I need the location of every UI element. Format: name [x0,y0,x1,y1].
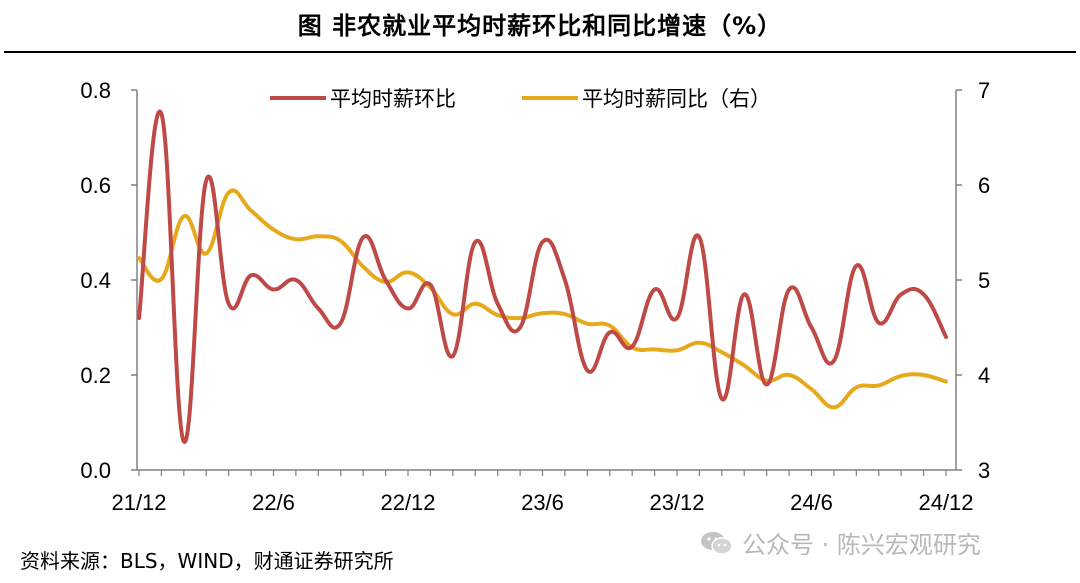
legend-label: 平均时薪环比 [330,87,456,111]
x-tick-label: 23/12 [649,490,704,515]
x-tick-label: 22/12 [380,490,435,515]
x-tick-label: 23/6 [521,490,564,515]
right-y-tick-label: 4 [978,363,990,388]
x-tick-label: 24/6 [790,490,833,515]
right-y-tick-label: 3 [978,458,990,483]
right-y-tick-label: 6 [978,173,990,198]
axes-layer: 0.0 0.2 0.4 0.6 0.8 3 4 5 6 7 21/12 22/6 22/12 23/6 23… [80,78,990,515]
source-note: 资料来源：BLS，WIND，财通证券研究所 [20,549,394,573]
title-divider [4,51,1076,53]
left-y-tick-label: 0.0 [80,458,111,483]
series-line-mom [137,109,948,444]
watermark-text: 公众号 · 陈兴宏观研究 [742,531,981,559]
x-tick-label: 22/6 [252,490,295,515]
left-y-tick-label: 0.6 [80,173,111,198]
legend: 平均时薪环比 平均时薪同比（右） [270,87,771,111]
x-tick-label: 24/12 [918,490,973,515]
chart-title: 图 非农就业平均时薪环比和同比增速（%） [297,12,783,40]
series-line-yoy [137,188,948,410]
series-layer [137,109,948,444]
left-y-tick-label: 0.8 [80,78,111,103]
legend-label: 平均时薪同比（右） [582,87,771,111]
right-y-tick-label: 7 [978,78,990,103]
x-tick-label: 21/12 [111,490,166,515]
left-y-tick-label: 0.4 [80,268,111,293]
right-y-tick-label: 5 [978,268,990,293]
left-y-tick-label: 0.2 [80,363,111,388]
watermark: 公众号 · 陈兴宏观研究 [700,525,981,560]
wechat-icon [701,531,733,555]
